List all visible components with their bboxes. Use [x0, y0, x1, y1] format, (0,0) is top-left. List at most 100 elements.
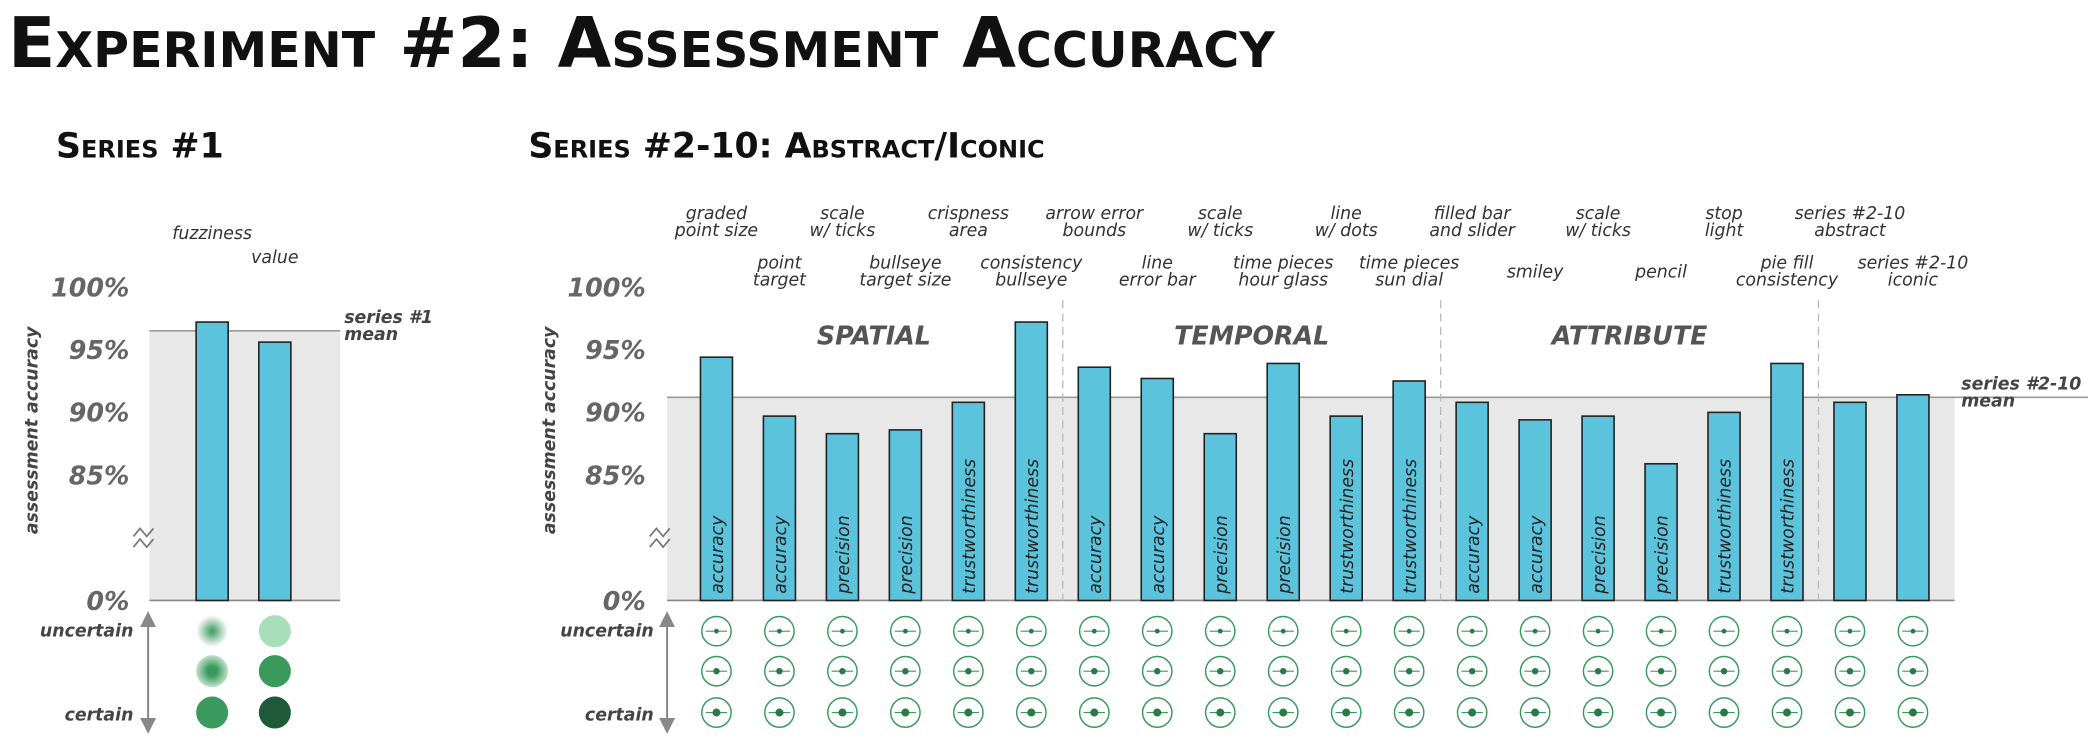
glyph-mark: [1594, 667, 1602, 675]
glyph-mark: [1845, 708, 1854, 717]
glyph-mark: [1847, 628, 1853, 634]
glyph-mark: [965, 667, 972, 675]
category-label: filled bar and slider: [1429, 204, 1516, 241]
glyph-mark: [1657, 708, 1666, 717]
glyph-mark: [1846, 667, 1854, 675]
glyph-mark: [1217, 628, 1223, 634]
bar-label: trustworthiness: [1779, 459, 1799, 594]
glyph-mark: [839, 667, 846, 675]
bar: [699, 356, 734, 602]
category-label: value: [251, 248, 298, 268]
glyph-mark: [1028, 667, 1035, 675]
glyph-mark: [1908, 708, 1917, 717]
scale-label: uncertain: [40, 622, 134, 642]
bar-label: accuracy: [1086, 515, 1106, 594]
bar-label: precision: [1590, 515, 1610, 595]
glyph-mark: [1028, 628, 1034, 634]
mean-label: series #1 mean: [344, 308, 433, 345]
category-label: fuzziness: [172, 224, 252, 244]
bar: [1329, 415, 1364, 602]
glyph-mark: [1342, 667, 1350, 675]
bar-label: trustworthiness: [1338, 459, 1358, 594]
category-label: scale w/ ticks: [1565, 204, 1631, 241]
category-label: pencil: [1634, 263, 1687, 283]
glyph-mark: [1280, 667, 1287, 675]
category-label: scale w/ ticks: [1187, 204, 1253, 241]
glyph-mark: [840, 628, 845, 634]
mean-band: [667, 397, 1955, 601]
group-label: ATTRIBUTE: [1550, 320, 1708, 350]
category-label: line w/ dots: [1315, 204, 1378, 241]
category-label: bullseye target size: [859, 253, 951, 290]
glyph-mark: [1153, 708, 1162, 717]
group-label: SPATIAL: [817, 320, 931, 350]
category-label: crispness area: [928, 204, 1009, 241]
bar-label: trustworthiness: [960, 459, 980, 594]
glyph-mark: [1784, 628, 1790, 634]
glyph-mark: [902, 628, 908, 634]
scale-label: certain: [585, 706, 654, 726]
glyph: [258, 655, 291, 688]
bar: [951, 401, 986, 602]
glyph-mark: [1469, 628, 1475, 634]
glyph-mark: [1154, 667, 1161, 675]
chart-title: Series #2-10: Abstract/Iconic: [528, 127, 1044, 167]
bar-label: accuracy: [771, 515, 791, 594]
bar-label: precision: [897, 515, 917, 595]
bar: [1896, 393, 1930, 602]
bar-label: precision: [1212, 515, 1232, 595]
y-tick-label: 0%: [86, 586, 129, 616]
bar: [1140, 377, 1175, 602]
glyph-mark: [1468, 667, 1476, 675]
category-label: line error bar: [1119, 253, 1198, 290]
glyph-mark: [1531, 667, 1539, 675]
bar: [1707, 411, 1741, 602]
bar-label: accuracy: [1464, 515, 1484, 594]
glyph: [196, 615, 229, 648]
glyph-mark: [1405, 708, 1414, 717]
chart-title: Series #1: [56, 127, 224, 167]
bar: [1581, 415, 1615, 602]
y-tick-label: 95%: [585, 335, 646, 365]
glyph-mark: [1657, 667, 1665, 675]
bar-label: precision: [1275, 515, 1295, 595]
glyph-mark: [1910, 628, 1916, 634]
glyph-mark: [1595, 628, 1601, 634]
bar: [258, 341, 292, 602]
glyph-mark: [1531, 708, 1540, 717]
bar-label: accuracy: [1527, 515, 1547, 594]
glyph-mark: [964, 708, 973, 717]
y-tick-label: 100%: [567, 272, 645, 302]
bar: [888, 429, 923, 602]
category-label: arrow error bounds: [1045, 204, 1145, 241]
bar: [195, 321, 229, 602]
category-label: time pieces hour glass: [1233, 253, 1333, 290]
glyph-mark: [838, 708, 847, 717]
scale-label: uncertain: [560, 622, 654, 642]
glyph-mark: [901, 708, 910, 717]
glyph-mark: [1720, 667, 1728, 675]
bar-label: accuracy: [1149, 515, 1169, 594]
axis-break: [649, 537, 671, 549]
bar: [1203, 432, 1238, 602]
glyph-mark: [712, 708, 721, 717]
glyph-mark: [1280, 628, 1286, 634]
glyph-mark: [1658, 628, 1664, 634]
axis-break: [649, 527, 671, 538]
mean-label: series #2-10 mean: [1961, 374, 2081, 411]
glyph-mark: [1091, 628, 1097, 634]
category-label: point target: [753, 253, 807, 290]
glyph-mark: [713, 667, 720, 675]
bar: [1770, 362, 1804, 602]
glyph: [258, 696, 291, 729]
category-label: time pieces sun dial: [1359, 253, 1459, 290]
glyph-mark: [777, 628, 782, 634]
glyph-mark: [1279, 708, 1288, 717]
glyph-mark: [1406, 628, 1412, 634]
glyph-mark: [1468, 708, 1477, 717]
category-label: series #2-10 abstract: [1795, 204, 1906, 241]
glyph-mark: [1594, 708, 1603, 717]
scale-label: certain: [65, 706, 134, 726]
category-label: scale w/ ticks: [810, 204, 876, 241]
